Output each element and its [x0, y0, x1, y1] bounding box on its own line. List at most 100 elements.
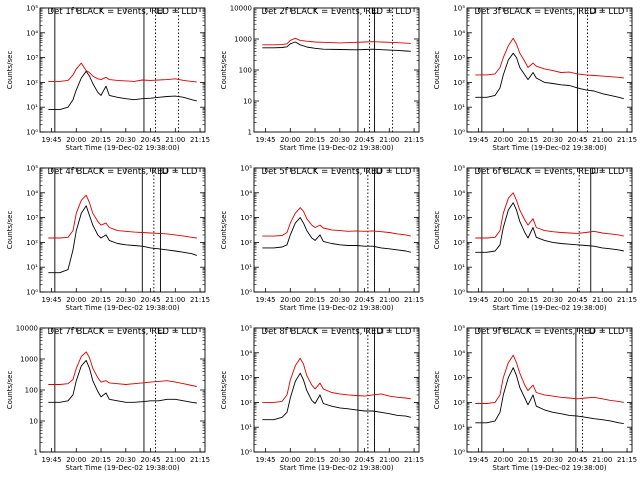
y-tick-label: 10⁵ [240, 325, 252, 333]
x-tick-label: 20:00 [493, 296, 513, 304]
y-axis-label: Counts/sec [220, 51, 228, 90]
y-tick-label: 10⁴ [240, 189, 252, 197]
events-series-line [475, 367, 624, 425]
bracket-marker [375, 168, 382, 174]
x-tick-label: 20:30 [116, 136, 136, 144]
y-tick-label: 10³ [26, 214, 38, 222]
lld-series-line [475, 37, 624, 79]
y-tick-label: 10³ [453, 374, 465, 382]
panel-title: Det 3f BLACK = Events, RED = LLD [475, 7, 625, 17]
x-tick-label: 21:00 [379, 136, 399, 144]
y-tick-label: 10⁰ [453, 129, 465, 137]
x-tick-label: 21:15 [617, 296, 637, 304]
x-tick-label: 21:00 [379, 456, 399, 464]
x-tick-label: 19:45 [468, 136, 488, 144]
x-tick-label: 20:15 [518, 456, 538, 464]
x-tick-label: 20:15 [91, 136, 111, 144]
y-tick-label: 100 [239, 67, 252, 75]
x-tick-label: 20:45 [354, 136, 374, 144]
y-axis-label: Counts/sec [220, 211, 228, 250]
y-tick-label: 10⁴ [453, 29, 465, 37]
events-series-line [48, 205, 197, 274]
y-tick-label: 10¹ [453, 424, 465, 432]
x-tick-label: 19:45 [41, 456, 61, 464]
x-tick-label: 20:15 [518, 296, 538, 304]
y-tick-label: 10⁵ [453, 5, 465, 13]
x-tick-label: 20:00 [280, 296, 300, 304]
y-tick-label: 10 [243, 98, 252, 106]
y-tick-label: 10² [26, 239, 38, 247]
x-tick-label: 20:30 [543, 296, 563, 304]
y-tick-label: 10³ [453, 214, 465, 222]
bracket-marker [156, 8, 163, 14]
panel-9: 19:45 20:00 20:15 20:30 20:45 21:00 21:15 10⁰ 10… [433, 325, 637, 473]
panel-7: 19:45 20:00 20:15 20:30 20:45 21:00 21:15 1 10 10… [6, 325, 210, 473]
plot-frame [39, 7, 206, 133]
x-tick-label: 19:45 [255, 296, 275, 304]
lld-series-line [48, 194, 197, 239]
x-tick-label: 21:00 [165, 296, 185, 304]
panel-title: Det 4f BLACK = Events, RED = LLD [48, 167, 198, 177]
x-tick-label: 21:15 [404, 136, 424, 144]
y-tick-label: 10⁵ [453, 325, 465, 333]
x-tick-label: 21:15 [404, 296, 424, 304]
y-tick-label: 10⁴ [453, 349, 465, 357]
y-tick-label: 10² [240, 399, 252, 407]
x-tick-label: 19:45 [468, 456, 488, 464]
x-axis-label: Start Time (19-Dec-02 19:38:00) [65, 144, 179, 152]
lld-series-line [475, 192, 624, 239]
x-tick-label: 20:15 [518, 136, 538, 144]
plot-frame [253, 7, 420, 133]
panel-title: Det 9f BLACK = Events, RED = LLD [475, 327, 625, 337]
lld-series-line [262, 37, 411, 46]
y-tick-label: 1 [248, 129, 252, 137]
y-tick-label: 1000 [20, 356, 38, 364]
y-tick-label: 100 [25, 387, 38, 395]
y-tick-label: 1000 [234, 36, 252, 44]
x-axis-label: Start Time (19-Dec-02 19:38:00) [492, 464, 606, 472]
x-tick-label: 20:00 [66, 456, 86, 464]
lld-series-line [48, 351, 197, 387]
x-tick-label: 21:00 [165, 456, 185, 464]
x-tick-label: 20:00 [280, 136, 300, 144]
lld-series-line [262, 357, 411, 403]
y-tick-label: 10¹ [26, 104, 38, 112]
x-tick-label: 20:30 [330, 456, 350, 464]
x-tick-label: 20:15 [305, 136, 325, 144]
x-tick-label: 19:45 [41, 296, 61, 304]
x-tick-label: 20:00 [66, 136, 86, 144]
plot-frame [466, 167, 633, 293]
y-tick-label: 10⁰ [240, 289, 252, 297]
x-tick-label: 20:00 [493, 456, 513, 464]
y-tick-label: 10⁰ [26, 289, 38, 297]
y-tick-label: 10¹ [240, 424, 252, 432]
events-series-line [475, 52, 624, 100]
events-series-line [48, 359, 197, 404]
y-axis-label: Counts/sec [6, 211, 14, 250]
y-tick-label: 10² [240, 239, 252, 247]
y-tick-label: 10² [453, 399, 465, 407]
panel-1: 19:45 20:00 20:15 20:30 20:45 21:00 21:15 10⁰ 10… [6, 5, 210, 153]
x-tick-label: 21:15 [617, 136, 637, 144]
panel-title: Det 7f BLACK = Events, RED = LLD [48, 327, 198, 337]
y-axis-label: Counts/sec [433, 211, 441, 250]
y-tick-label: 10⁵ [453, 165, 465, 173]
x-tick-label: 20:15 [91, 456, 111, 464]
y-tick-label: 10⁰ [240, 449, 252, 457]
events-series-line [262, 41, 411, 52]
events-series-line [48, 70, 197, 111]
bracket-marker [377, 328, 384, 334]
panel-8: 19:45 20:00 20:15 20:30 20:45 21:00 21:15 10⁰ 10… [220, 325, 424, 473]
y-tick-label: 10⁰ [453, 289, 465, 297]
plot-frame [39, 327, 206, 453]
y-tick-label: 10³ [240, 214, 252, 222]
y-tick-label: 10² [453, 239, 465, 247]
panel-title: Det 8f BLACK = Events, RED = LLD [262, 327, 412, 337]
panel-title: Det 2f BLACK = Events, RED = LLD [262, 7, 412, 17]
y-tick-label: 10² [26, 79, 38, 87]
bracket-marker [372, 8, 379, 14]
panel-6: 19:45 20:00 20:15 20:30 20:45 21:00 21:15 10⁰ 10… [433, 165, 637, 313]
x-tick-label: 19:45 [255, 136, 275, 144]
lld-series-line [48, 62, 197, 83]
